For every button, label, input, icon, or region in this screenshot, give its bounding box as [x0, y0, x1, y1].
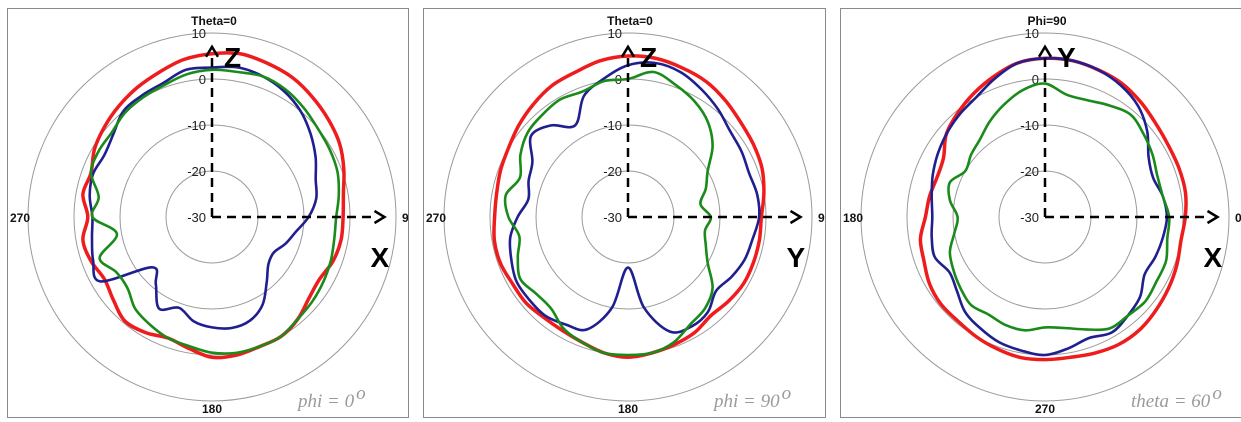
radial-tick-label: 10 [608, 26, 622, 41]
bottom-angle-label: 180 [618, 402, 638, 416]
up-axis-arrowhead [1037, 44, 1053, 58]
top-angle-label: Theta=0 [191, 14, 237, 28]
radial-tick-label: 0 [199, 72, 206, 87]
radial-tick-label: -10 [603, 118, 622, 133]
radial-tick-label: -20 [603, 164, 622, 179]
right-axis-arrowhead [1206, 209, 1220, 225]
bottom-angle-label: 270 [1035, 402, 1055, 416]
top-angle-label: Phi=90 [1027, 14, 1066, 28]
left-angle-label: 180 [843, 211, 863, 225]
series-line-1 [492, 54, 766, 360]
up-axis-arrowhead [204, 44, 220, 58]
right-axis-letter: X [1204, 242, 1223, 273]
grid-ring [860, 32, 1230, 402]
radial-tick-label: 10 [192, 26, 206, 41]
right-axis-letter: Y [787, 242, 806, 273]
panel-caption: phi = 90 [712, 391, 780, 412]
top-angle-label: Theta=0 [607, 14, 653, 28]
panel-caption: phi = 0 [296, 391, 355, 412]
radial-tick-label: 10 [1025, 26, 1039, 41]
bottom-angle-label: 180 [202, 402, 222, 416]
series-line-2 [508, 61, 761, 334]
grid-ring [27, 32, 397, 402]
radial-tick-label: -10 [1020, 118, 1039, 133]
radial-tick-label: -30 [603, 210, 622, 225]
right-angle-label: 0 [1235, 211, 1241, 225]
right-axis-letter: X [371, 242, 390, 273]
radial-tick-label: -20 [187, 164, 206, 179]
right-axis-arrowhead [789, 209, 803, 225]
radial-tick-label: -30 [187, 210, 206, 225]
up-axis-letter: Z [640, 42, 657, 73]
left-angle-label: 270 [10, 211, 30, 225]
panel-caption-superscript: o [356, 383, 366, 404]
grid-ring [443, 32, 813, 402]
up-axis-arrowhead [620, 44, 636, 58]
up-axis-letter: Z [224, 42, 241, 73]
left-angle-label: 270 [426, 211, 446, 225]
panel-caption-superscript: o [782, 383, 792, 404]
series-line-3 [503, 70, 714, 357]
right-axis-arrowhead [373, 209, 387, 225]
series-line-3 [89, 68, 341, 355]
series-line-2 [88, 65, 318, 330]
series-line-2 [930, 56, 1169, 357]
panel-caption: theta = 60 [1131, 391, 1211, 412]
series-line-1 [918, 56, 1188, 362]
series-line-3 [947, 82, 1171, 332]
panel-caption-superscript: o [1212, 383, 1222, 404]
radial-tick-label: -10 [187, 118, 206, 133]
right-angle-label: 90 [402, 211, 409, 225]
radial-tick-label: -30 [1020, 210, 1039, 225]
series-line-1 [81, 51, 346, 360]
right-angle-label: 90 [818, 211, 826, 225]
up-axis-letter: Y [1057, 42, 1076, 73]
radial-tick-label: -20 [1020, 164, 1039, 179]
radial-tick-label: 0 [1032, 72, 1039, 87]
